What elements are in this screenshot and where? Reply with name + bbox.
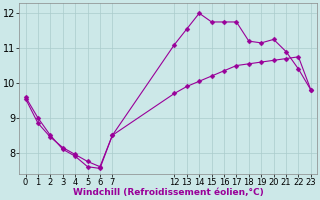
X-axis label: Windchill (Refroidissement éolien,°C): Windchill (Refroidissement éolien,°C)	[73, 188, 264, 197]
